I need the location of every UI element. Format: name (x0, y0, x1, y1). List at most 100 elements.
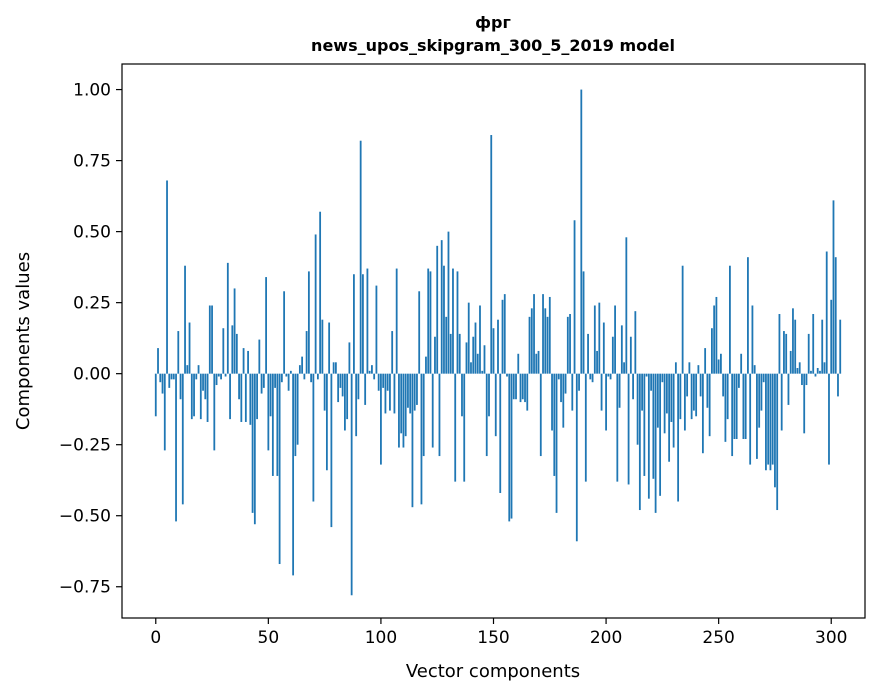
bar (445, 316, 448, 374)
bar (526, 373, 529, 411)
bar (377, 373, 380, 391)
bar (690, 373, 693, 420)
bar (803, 373, 806, 434)
bar (366, 268, 369, 374)
bar (506, 373, 508, 377)
bar (380, 373, 382, 465)
y-tick-label: −0.50 (59, 507, 111, 527)
bar (443, 265, 445, 374)
bar (765, 373, 767, 471)
bar (226, 262, 229, 374)
bar (427, 268, 430, 374)
bar (512, 373, 515, 400)
bar (431, 373, 434, 448)
bar (307, 271, 310, 374)
bar (339, 373, 342, 388)
bar (692, 373, 695, 411)
bar (535, 353, 538, 374)
bar (323, 373, 326, 411)
bar (587, 333, 589, 374)
bar (663, 373, 666, 434)
y-tick-label: 0.50 (73, 223, 111, 243)
bar (467, 302, 470, 374)
bar (697, 365, 700, 374)
bar (589, 373, 592, 380)
x-tick-label: 300 (815, 628, 847, 648)
bar (792, 308, 794, 374)
bar (181, 373, 184, 505)
bar (287, 373, 290, 391)
bar (280, 373, 283, 383)
bar (683, 373, 686, 431)
bar (202, 373, 204, 391)
bar (665, 373, 668, 414)
bar (375, 285, 378, 374)
bar (298, 365, 301, 374)
bar (551, 373, 553, 431)
bar (398, 373, 400, 448)
bar (828, 373, 830, 465)
bar (416, 373, 418, 405)
bar (229, 373, 231, 420)
bar (560, 373, 562, 403)
bar (747, 257, 749, 374)
bar (488, 373, 490, 417)
bar (740, 353, 743, 374)
bar (542, 294, 544, 374)
bar (701, 373, 704, 454)
bar (627, 373, 630, 485)
bar (328, 322, 331, 374)
bar (573, 220, 576, 374)
bar (494, 373, 497, 437)
bar (447, 231, 450, 374)
bar (386, 373, 389, 391)
x-tick-label: 150 (477, 628, 509, 648)
bar (674, 362, 677, 374)
bar (303, 373, 306, 380)
bar (605, 373, 607, 431)
bar (632, 373, 634, 400)
bar (461, 373, 463, 417)
bar (454, 373, 457, 482)
bar (353, 274, 355, 374)
bar (643, 373, 646, 476)
bar (521, 373, 524, 400)
x-axis-ticks: 0 50 100 150 200 250 300 (150, 618, 847, 648)
bar (357, 373, 360, 400)
bar (801, 373, 803, 386)
bar (661, 373, 664, 383)
bar (711, 328, 713, 374)
bar (258, 339, 261, 374)
bar (193, 373, 195, 417)
bar (722, 373, 725, 397)
bar (530, 308, 533, 374)
bar (623, 362, 625, 374)
bar (636, 373, 639, 445)
bar (672, 373, 675, 448)
bar (359, 140, 362, 374)
bar (362, 274, 364, 374)
bar (159, 373, 162, 383)
bar (771, 373, 774, 465)
bar (305, 331, 308, 374)
bar (458, 333, 461, 374)
bar (677, 373, 680, 502)
bar (805, 373, 808, 386)
bar (798, 362, 801, 374)
y-tick-label: 0.00 (73, 365, 111, 385)
y-tick-label: 0.25 (73, 294, 111, 314)
bar (584, 373, 587, 482)
bar (575, 373, 578, 542)
bar (758, 373, 761, 428)
x-tick-label: 100 (365, 628, 397, 648)
y-axis-ticks: −0.75 −0.50 −0.25 0.00 0.25 0.50 0.75 1.00 (59, 81, 122, 598)
y-tick-label: −0.75 (59, 578, 111, 598)
bar (301, 356, 304, 374)
y-axis-label: Components values (13, 252, 34, 430)
bar (395, 268, 398, 374)
bar (425, 356, 427, 374)
plot-frame (121, 63, 866, 619)
bar (253, 373, 256, 525)
bar (609, 373, 612, 380)
